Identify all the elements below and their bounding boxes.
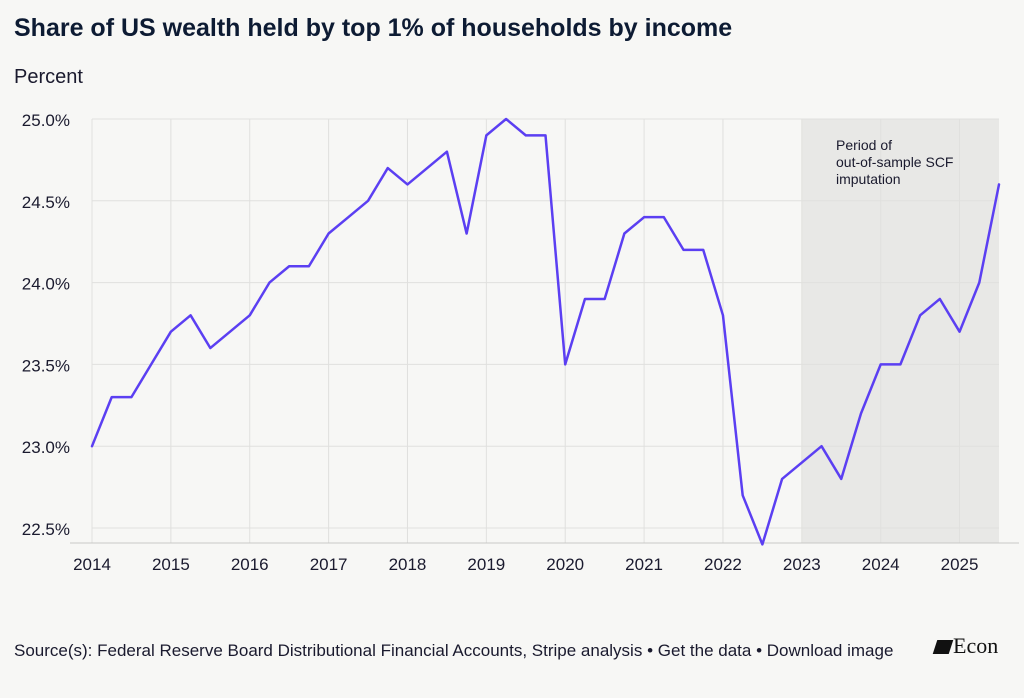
annotation-line: imputation [836,171,901,187]
source-footer: Source(s): Federal Reserve Board Distrib… [14,639,914,663]
x-tick-label: 2023 [783,555,821,574]
footer-separator: • [756,641,763,660]
download-image-link[interactable]: Download image [766,641,894,660]
x-tick-label: 2017 [310,555,348,574]
y-tick-label: 24.5% [22,193,70,212]
x-tick-label: 2021 [625,555,663,574]
logo-text: Econ [953,633,999,658]
series-line [90,117,1001,546]
x-tick-label: 2022 [704,555,742,574]
x-tick-label: 2025 [941,555,979,574]
x-tick-label: 2016 [231,555,269,574]
annotation-line: Period of [836,137,892,153]
source-text: Source(s): Federal Reserve Board Distrib… [14,641,643,660]
x-tick-label: 2014 [73,555,111,574]
y-tick-label: 23.5% [22,356,70,375]
shaded-region-annotation: Period of out-of-sample SCF imputation [836,137,953,187]
chart-title: Share of US wealth held by top 1% of hou… [14,14,733,42]
x-tick-label: 2018 [389,555,427,574]
econ-logo: Econ [932,633,999,659]
y-tick-label: 24.0% [22,275,70,294]
y-tick-label: 23.0% [22,438,70,457]
y-axis-unit-label: Percent [14,66,83,88]
footer-separator: • [647,641,654,660]
get-data-link[interactable]: Get the data [657,641,752,660]
logo-mark-icon [932,640,954,654]
x-tick-label: 2015 [152,555,190,574]
annotation-line: out-of-sample SCF [836,154,953,170]
y-tick-label: 22.5% [22,520,70,539]
x-tick-label: 2020 [546,555,584,574]
line-chart: 22.5% 23.0% 23.5% 24.0% 24.5% 25.0% 2014 2015 20… [22,111,1019,574]
x-tick-label: 2019 [467,555,505,574]
x-tick-label: 2024 [862,555,900,574]
imputation-shaded-region [801,119,999,543]
y-tick-label: 25.0% [22,111,70,130]
